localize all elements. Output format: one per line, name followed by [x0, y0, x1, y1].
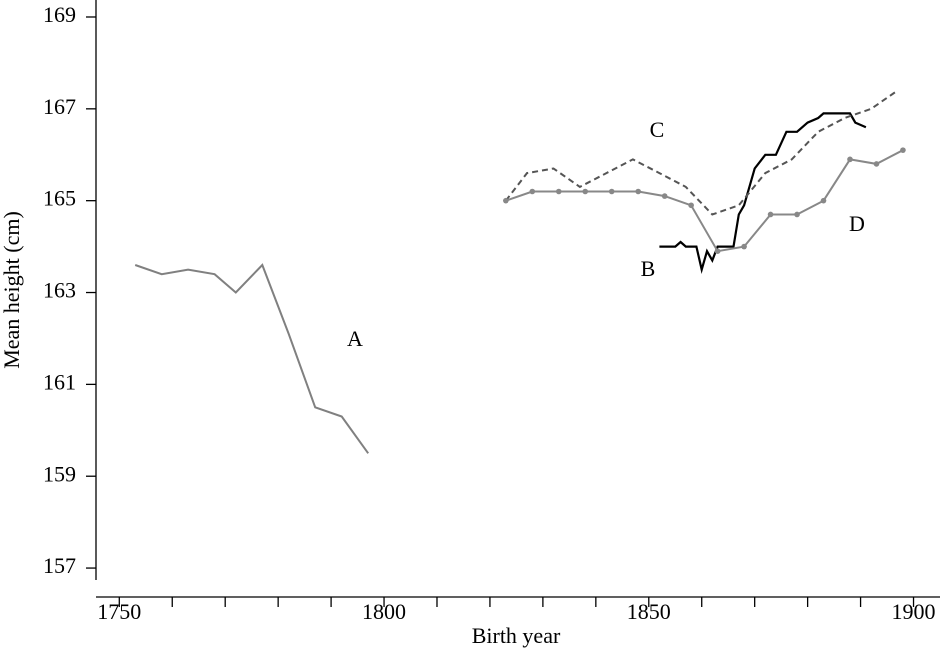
point — [847, 156, 853, 163]
point — [529, 188, 536, 195]
point — [635, 188, 641, 195]
point — [661, 193, 668, 199]
series-label: C — [650, 117, 665, 142]
series-line — [659, 112, 867, 274]
series-label: D — [849, 211, 865, 236]
point — [741, 243, 747, 250]
series-label: B — [641, 256, 656, 281]
series-line — [505, 149, 904, 253]
y-tick-label: 165 — [43, 186, 76, 211]
point — [608, 188, 615, 195]
series-label: A — [347, 326, 363, 351]
point — [900, 147, 906, 153]
x-tick-label: 1750 — [97, 599, 141, 624]
y-tick-label: 163 — [43, 278, 76, 303]
y-axis-label: Mean height (cm) — [0, 211, 24, 369]
series-line — [134, 263, 370, 454]
point — [767, 211, 774, 218]
series-line — [505, 89, 899, 216]
point — [688, 202, 694, 209]
y-tick-label: 167 — [43, 94, 76, 119]
y-tick-label: 157 — [43, 553, 76, 578]
x-tick-label: 1900 — [892, 599, 936, 624]
point — [794, 211, 800, 218]
x-axis-label: Birth year — [472, 623, 561, 648]
point — [873, 161, 880, 167]
y-tick-label: 169 — [43, 2, 76, 27]
y-tick-label: 161 — [43, 369, 76, 394]
point — [582, 188, 589, 195]
point — [503, 197, 509, 204]
point — [714, 248, 721, 254]
point — [820, 197, 827, 204]
y-tick-label: 159 — [43, 461, 76, 486]
point — [555, 188, 562, 195]
x-tick-label: 1800 — [362, 599, 406, 624]
x-tick-label: 1850 — [627, 599, 671, 624]
